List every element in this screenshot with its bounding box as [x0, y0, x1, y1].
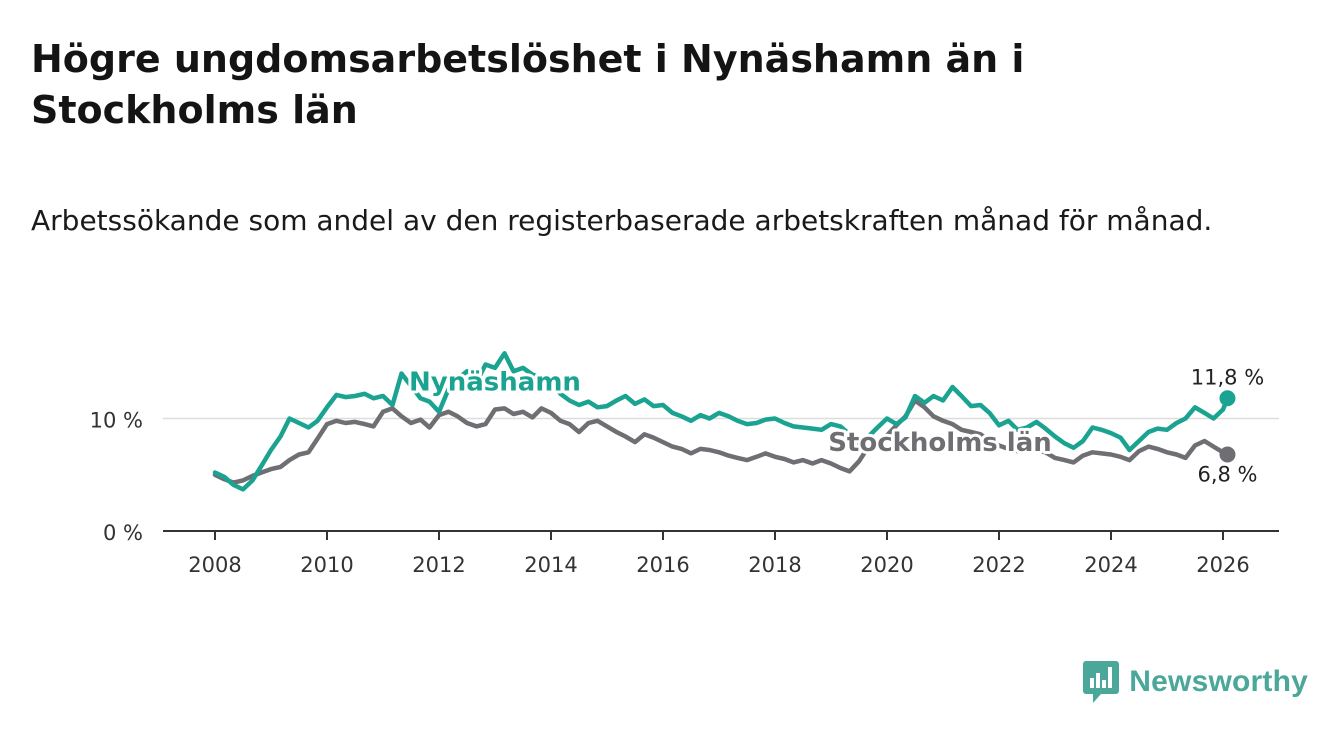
end-value-label: 11,8 % [1191, 365, 1264, 389]
end-marker-stockholm [1219, 446, 1236, 463]
series-line-stockholm [212, 398, 1230, 485]
series-layer [212, 351, 1230, 492]
chart-subtitle: Arbetssökande som andel av den registerb… [31, 204, 1213, 237]
axis-layer: 0 % 10 % 2008 2010 2012 2014 2016 2018 2020 2022 2… [90, 409, 1279, 577]
x-tick-label: 2024 [1084, 553, 1137, 577]
end-value-label: 6,8 % [1197, 463, 1257, 487]
series-line-nynashamn [212, 351, 1230, 492]
x-tick-label: 2008 [188, 553, 241, 577]
newsworthy-brand[interactable]: Newsworthy [1083, 660, 1308, 704]
x-tick-label: 2012 [412, 553, 465, 577]
end-marker-nynashamn [1219, 390, 1236, 407]
series-label: Nynäshamn [409, 367, 581, 397]
bar-chart-logo-icon [1083, 661, 1120, 703]
brand-name: Newsworthy [1129, 665, 1308, 698]
x-tick-label: 2014 [524, 553, 577, 577]
y-tick-label: 10 % [90, 409, 143, 433]
x-tick-label: 2018 [748, 553, 801, 577]
x-tick-label: 2026 [1196, 553, 1249, 577]
x-tick-label: 2022 [972, 553, 1025, 577]
label-layer: Nynäshamn Stockholms län 11,8 % 6,8 % [406, 363, 1266, 488]
x-tick-label: 2016 [636, 553, 689, 577]
series-label: Stockholms län [828, 428, 1052, 458]
x-tick-label: 2010 [300, 553, 353, 577]
x-tick-label: 2020 [860, 553, 913, 577]
y-tick-label: 0 % [103, 521, 143, 545]
chart-title: Högre ungdomsarbetslöshet i Nynäshamn än… [31, 37, 1025, 132]
